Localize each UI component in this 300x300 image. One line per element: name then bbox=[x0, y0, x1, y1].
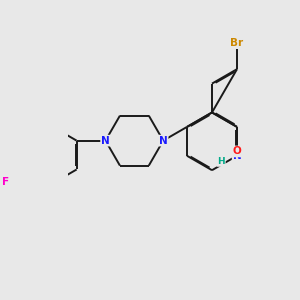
Text: N: N bbox=[159, 136, 168, 146]
Text: N: N bbox=[101, 136, 110, 146]
Text: Br: Br bbox=[230, 38, 244, 48]
Text: N: N bbox=[232, 151, 242, 161]
Text: O: O bbox=[232, 146, 242, 156]
Text: F: F bbox=[2, 177, 9, 187]
Text: H: H bbox=[217, 157, 225, 166]
